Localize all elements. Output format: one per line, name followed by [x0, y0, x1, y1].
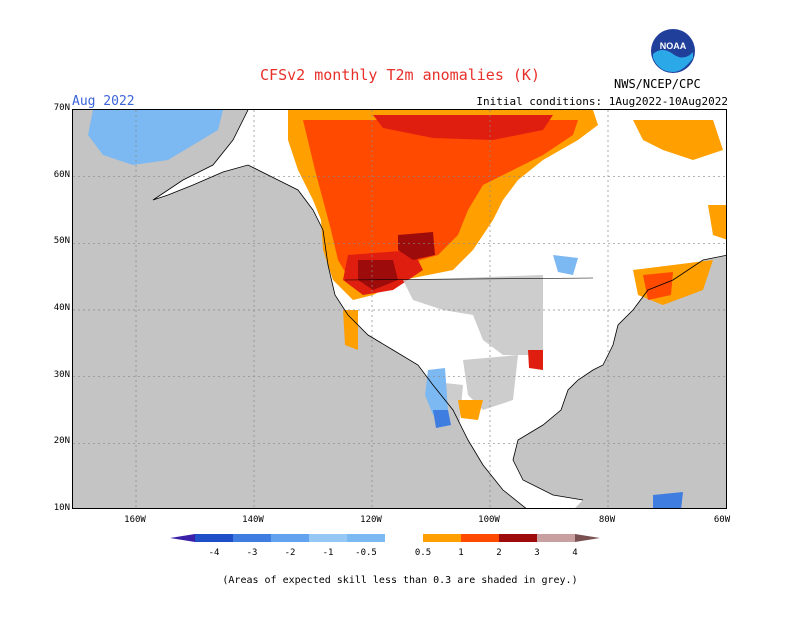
anomaly-map — [72, 109, 727, 509]
legend-tick: 1 — [458, 548, 463, 558]
legend-swatch — [537, 534, 575, 542]
legend-arrow-max — [575, 534, 600, 542]
initial-conditions: Initial conditions: 1Aug2022-10Aug2022 — [476, 95, 728, 108]
legend-swatch — [385, 534, 423, 542]
legend-tick: -3 — [247, 548, 258, 558]
legend-tick: 0.5 — [415, 548, 431, 558]
color-legend: -4 -3 -2 -1 -0.5 0.5 1 2 3 4 — [170, 533, 630, 561]
lat-label-10n: 10N — [53, 503, 70, 513]
legend-tick: -2 — [285, 548, 296, 558]
lat-label-30n: 30N — [53, 370, 70, 380]
legend-swatch — [271, 534, 309, 542]
lon-label-100w: 100W — [478, 515, 500, 525]
legend-swatch — [461, 534, 499, 542]
legend-arrow-min — [170, 534, 195, 542]
lat-label-20n: 20N — [53, 436, 70, 446]
svg-text:NOAA: NOAA — [660, 41, 687, 51]
legend-swatch — [499, 534, 537, 542]
legend-swatch — [233, 534, 271, 542]
legend-tick: -1 — [323, 548, 334, 558]
legend-swatch — [195, 534, 233, 542]
lat-label-50n: 50N — [53, 236, 70, 246]
lon-label-160w: 160W — [124, 515, 146, 525]
legend-tick: 3 — [534, 548, 539, 558]
legend-swatch — [423, 534, 461, 542]
lat-label-70n: 70N — [53, 103, 70, 113]
chart-title: CFSv2 monthly T2m anomalies (K) — [260, 66, 540, 84]
agency-label: NWS/NCEP/CPC — [614, 77, 701, 91]
lon-label-80w: 80W — [598, 515, 616, 525]
lat-label-40n: 40N — [53, 303, 70, 313]
legend-swatch — [347, 534, 385, 542]
lon-label-140w: 140W — [242, 515, 264, 525]
lon-label-120w: 120W — [360, 515, 382, 525]
legend-tick: 4 — [572, 548, 577, 558]
legend-tick: -4 — [209, 548, 220, 558]
lat-label-60n: 60N — [53, 170, 70, 180]
legend-swatch — [309, 534, 347, 542]
lon-label-60w: 60W — [713, 515, 731, 525]
forecast-month: Aug 2022 — [72, 94, 135, 109]
legend-tick: 2 — [496, 548, 501, 558]
skill-footnote: (Areas of expected skill less than 0.3 a… — [222, 575, 578, 586]
legend-tick: -0.5 — [355, 548, 377, 558]
noaa-logo: NOAA — [650, 28, 696, 74]
